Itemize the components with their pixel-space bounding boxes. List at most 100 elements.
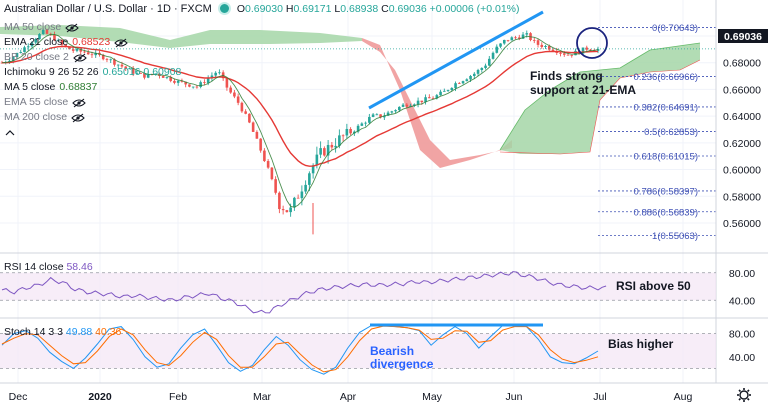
candle-body: [191, 86, 195, 88]
candle-body: [90, 54, 94, 56]
candle-body: [435, 95, 439, 99]
candle-body: [281, 209, 285, 211]
candle-body: [585, 47, 589, 50]
candle-body: [413, 104, 416, 106]
eye-off-icon[interactable]: [65, 23, 79, 33]
candle-body: [562, 53, 566, 55]
time-label: Jul: [593, 391, 606, 403]
stoch-k-line: [1, 325, 599, 375]
divergence-line-1: Bearish: [370, 344, 414, 358]
rsi-legend[interactable]: RSI 14 close 58.46: [4, 260, 93, 275]
gear-icon[interactable]: [737, 388, 751, 402]
candle-body: [83, 51, 86, 53]
eye-off-icon[interactable]: [72, 98, 86, 108]
candle-body: [409, 105, 412, 107]
legend-item[interactable]: MA 200 close: [4, 110, 181, 125]
candle-body: [60, 39, 64, 45]
candle-body: [394, 110, 397, 112]
candle-body: [11, 57, 15, 61]
candle-body: [368, 116, 371, 123]
eye-off-icon[interactable]: [114, 38, 128, 48]
time-label: 2020: [88, 391, 112, 403]
time-axis[interactable]: Dec 2020 Feb Mar Apr May Jun Jul Aug: [9, 391, 693, 403]
divergence-line-2: divergence: [370, 357, 434, 371]
candlesticks[interactable]: [0, 28, 600, 235]
stoch-legend[interactable]: Stoch 14 3 3 49.88 40.36: [4, 325, 121, 340]
chevron-up-icon[interactable]: [4, 125, 181, 140]
candle-body: [143, 73, 146, 78]
candle-body: [390, 111, 394, 113]
candle-body: [229, 87, 232, 93]
candle-body: [551, 49, 555, 52]
candle-body: [86, 52, 90, 55]
candle-body: [15, 52, 19, 58]
fib-level-label: 0.236(0.66966): [634, 72, 698, 83]
candle-body: [214, 72, 217, 76]
annotation-support: Finds strong support at 21-EMA: [530, 69, 636, 97]
candle-body: [225, 78, 229, 88]
candle-body: [398, 106, 401, 111]
eye-off-icon[interactable]: [73, 53, 87, 63]
candle-body: [206, 78, 210, 83]
legend-item[interactable]: MA 50 close: [4, 20, 181, 35]
cloud-span-b: [499, 59, 701, 155]
legend-item-value: 0.68523: [72, 36, 111, 48]
price-tick: 0.60000: [723, 165, 761, 177]
indicators-legend: MA 50 close EMA 21 close 0.68523 BB 20 clos…: [4, 20, 181, 140]
candle-body: [338, 135, 341, 146]
candle-body: [311, 165, 315, 174]
current-price-badge: [718, 29, 768, 43]
stoch-annotation-divergence: Bearish divergence: [370, 344, 434, 371]
candle-body: [244, 111, 247, 114]
fib-level-label: 0.786(0.58397): [634, 186, 698, 197]
candle-body: [345, 128, 349, 136]
symbol-title[interactable]: Australian Dollar / U.S. Dollar · 1D · F…: [4, 2, 212, 15]
legend-item[interactable]: EMA 21 close 0.68523: [4, 35, 181, 50]
candle-body: [139, 73, 142, 74]
candle-body: [293, 197, 296, 208]
ohlc-values: O0.69030 H0.69171 L0.68938 C0.69036 +0.0…: [236, 2, 520, 15]
candle-body: [439, 91, 442, 96]
candle-body: [371, 114, 375, 117]
candle-body: [319, 148, 322, 155]
ichimoku-cloud: [0, 25, 701, 168]
candle-body: [487, 58, 491, 66]
candle-body: [458, 83, 461, 85]
legend-item[interactable]: BB 20 close 2: [4, 50, 181, 65]
symbol-header[interactable]: Australian Dollar / U.S. Dollar · 1D · F…: [4, 2, 520, 15]
candle-body: [131, 68, 135, 74]
candle-body: [334, 145, 337, 148]
legend-item-value: 0.68837: [59, 81, 98, 93]
stoch-legend-d: 40.36: [95, 326, 122, 338]
ma5-line: [1, 33, 599, 208]
candle-body: [34, 39, 38, 43]
stoch-pane[interactable]: 80.00 40.00: [0, 325, 755, 375]
candle-body: [199, 82, 202, 87]
candle-body: [263, 150, 266, 162]
rsi-legend-value: 58.46: [66, 261, 93, 273]
candle-body: [506, 39, 510, 41]
cloud-green-segment: [0, 25, 362, 48]
eye-off-icon[interactable]: [71, 113, 85, 123]
candle-body: [289, 207, 292, 213]
stoch-legend-label: Stoch 14 3 3: [4, 326, 63, 338]
legend-item[interactable]: Ichimoku 9 26 52 26 0.65016 0.60908: [4, 65, 181, 80]
time-label: Dec: [9, 391, 28, 403]
candle-body: [169, 77, 172, 81]
legend-item[interactable]: EMA 55 close: [4, 95, 181, 110]
candle-body: [323, 148, 326, 156]
price-tick: 0.64000: [723, 111, 761, 123]
fib-level-label: 0.886(0.56839): [634, 207, 698, 218]
candle-body: [64, 44, 68, 47]
candle-body: [356, 125, 360, 132]
rsi-pane[interactable]: 80.00 40.00: [0, 268, 755, 314]
candle-body: [38, 34, 41, 40]
candle-body: [176, 80, 180, 83]
candle-body: [502, 39, 506, 44]
stoch-band: [0, 333, 716, 369]
legend-item[interactable]: MA 5 close 0.68837: [4, 80, 181, 95]
trendline[interactable]: [368, 10, 544, 110]
candle-body: [360, 123, 364, 126]
candle-body: [349, 128, 352, 134]
